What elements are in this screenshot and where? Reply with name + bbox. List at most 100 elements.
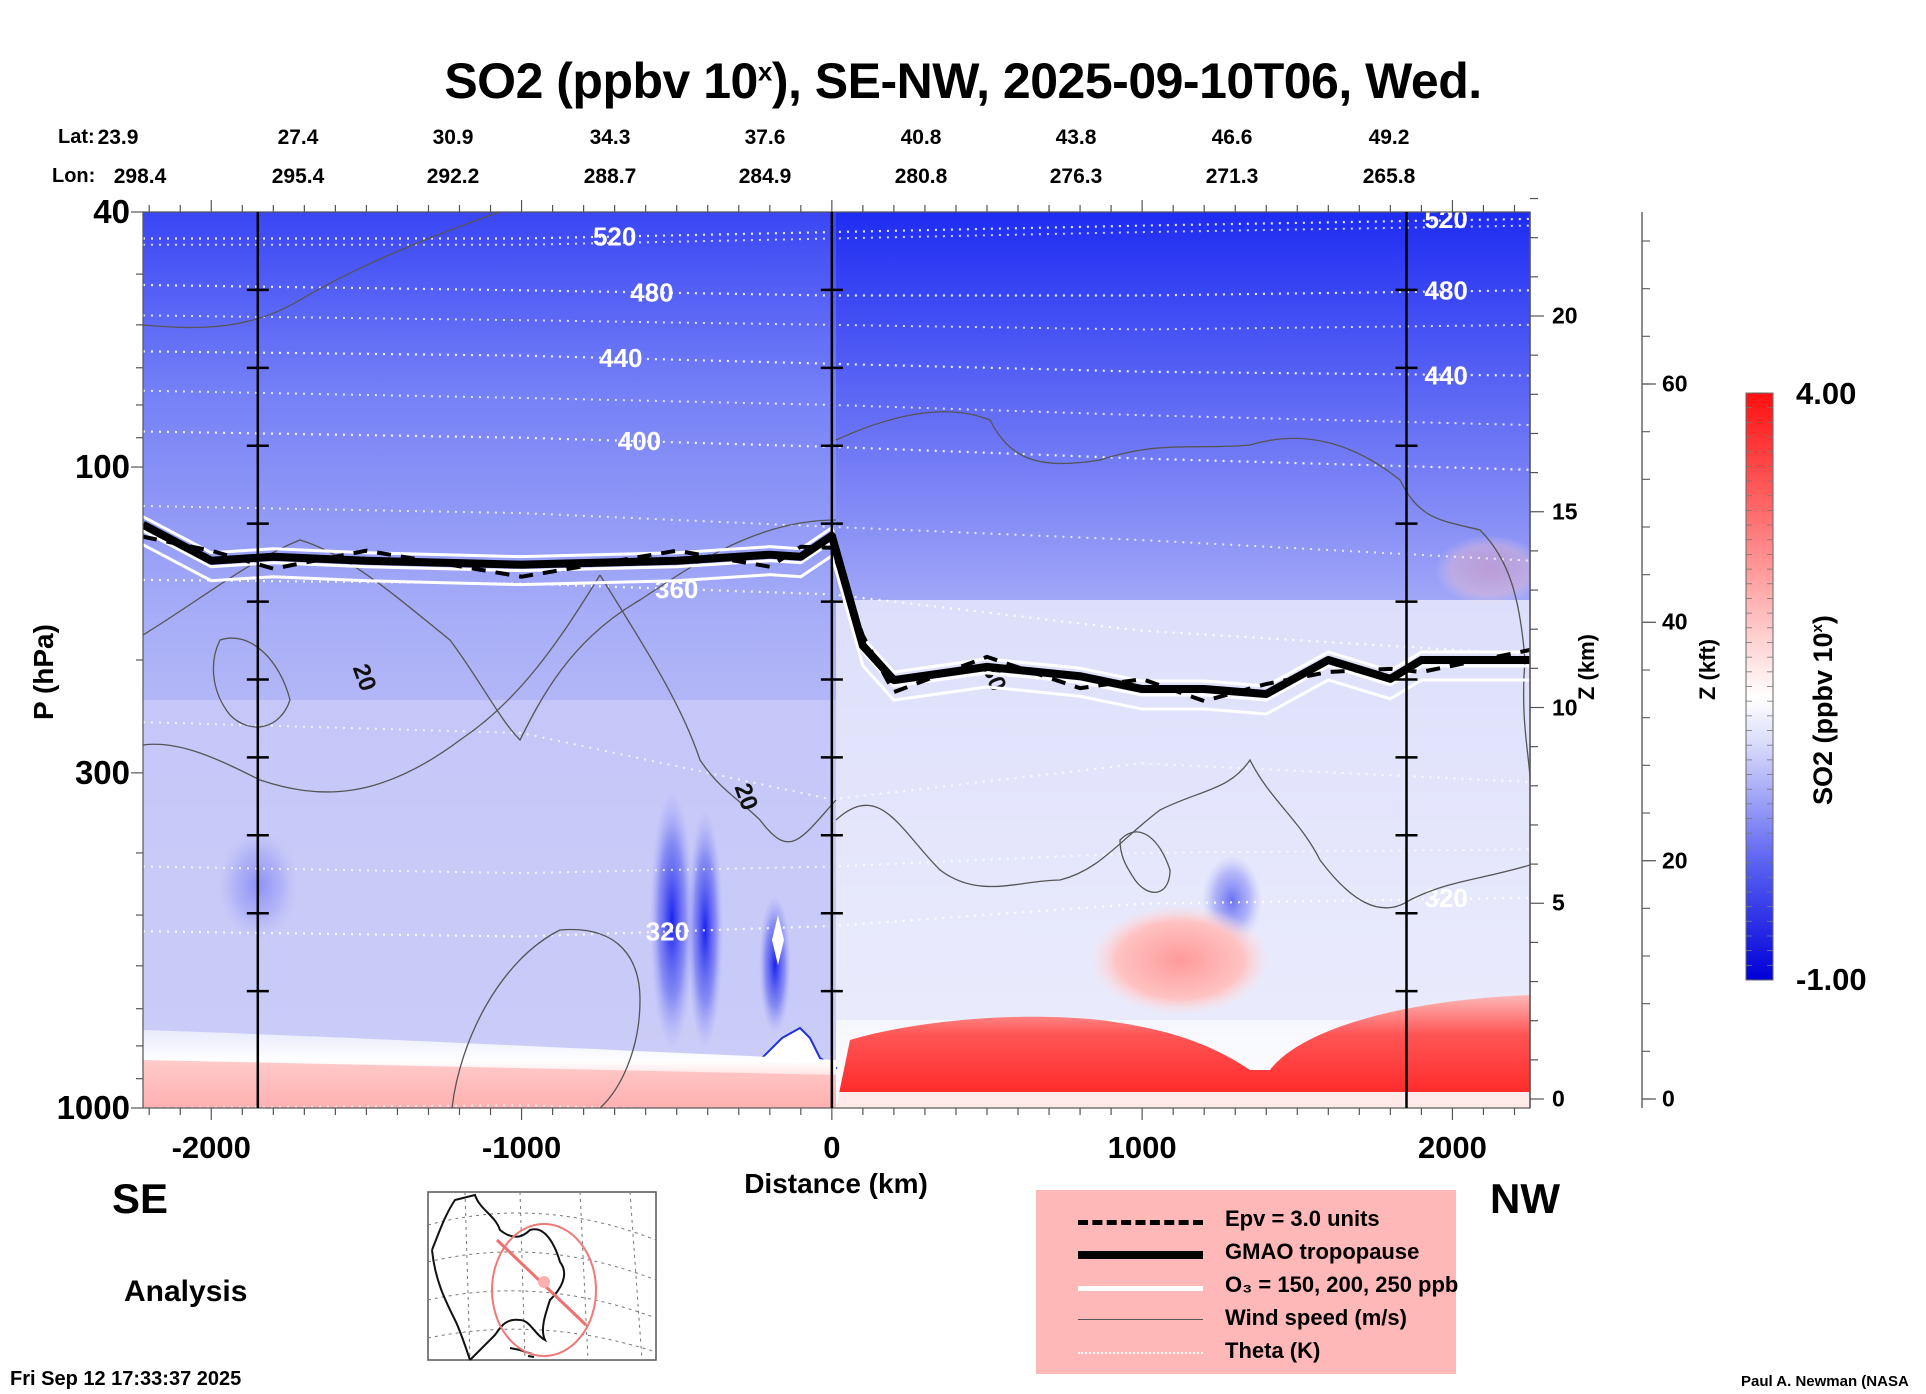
colorbar-min-label: -1.00 xyxy=(1796,962,1867,997)
wind-contour xyxy=(451,928,641,1108)
so2-low-column xyxy=(687,810,723,1050)
theta-label: 480 xyxy=(630,278,673,308)
theta-label: 520 xyxy=(1425,204,1468,234)
title-main: SO2 (ppbv 10 xyxy=(444,53,758,109)
heavy-line-icon xyxy=(1078,1251,1203,1259)
lon-value: 265.8 xyxy=(1362,165,1416,188)
z-km-tick-label: 5 xyxy=(1552,889,1565,916)
lat-value: 30.9 xyxy=(432,126,474,149)
lon-value: 292.2 xyxy=(426,165,480,188)
lat-value: 34.3 xyxy=(589,126,631,149)
vertical-reference-lines xyxy=(246,212,1418,1108)
lon-value: 280.8 xyxy=(894,165,948,188)
lon-value: 271.3 xyxy=(1205,165,1259,188)
lon-value: 288.7 xyxy=(583,165,637,188)
thin-line-icon xyxy=(1078,1319,1203,1320)
legend-item-epv: Epv = 3.0 units xyxy=(1036,1206,1456,1236)
wind-contour-closed xyxy=(1119,831,1171,893)
z-kft-title-text: Z (kft) xyxy=(1695,638,1720,700)
x-tick-label: -2000 xyxy=(171,1130,251,1165)
white-line-icon xyxy=(1078,1286,1203,1291)
lat-value: 23.9 xyxy=(97,126,139,149)
legend-label: GMAO tropopause xyxy=(1225,1239,1420,1264)
dotted-line-icon xyxy=(1078,1352,1203,1354)
lon-value: 284.9 xyxy=(738,165,792,188)
lon-label: Lon: xyxy=(52,165,96,187)
theta-label: 320 xyxy=(646,917,689,947)
colorbar-title: SO2 (ppbv 10x) xyxy=(1808,615,1839,805)
theta-label: 440 xyxy=(599,343,642,373)
location-map-inset xyxy=(427,1191,657,1361)
ozone-contours xyxy=(143,515,1530,716)
legend-label: O₃ = 150, 200, 250 ppb xyxy=(1225,1272,1459,1297)
wind-contour-closed xyxy=(212,637,291,728)
legend-label: Epv = 3.0 units xyxy=(1225,1206,1380,1231)
z-km-tick-label: 10 xyxy=(1552,694,1578,720)
theta-label: 400 xyxy=(618,426,661,456)
theta-label: 480 xyxy=(1425,275,1468,305)
lon-value: 276.3 xyxy=(1049,165,1103,188)
z-km-tick-label: 20 xyxy=(1552,302,1578,329)
x-axis-title: Distance (km) xyxy=(744,1168,928,1199)
tropopause-line xyxy=(143,521,1530,699)
z-kft-tick-label: 40 xyxy=(1662,608,1688,635)
lat-label: Lat: xyxy=(58,126,95,148)
y-tick-label: 40 xyxy=(93,193,130,230)
so2-elevated-plume xyxy=(1090,905,1270,1015)
z-kft-axis-title: Z (kft) xyxy=(1695,639,1721,700)
z-km-tick-label: 0 xyxy=(1552,1085,1565,1112)
epv-contour xyxy=(143,534,1530,704)
colorbar-max-label: 4.00 xyxy=(1796,376,1857,411)
title-superscript: x xyxy=(757,56,772,87)
ozone-contour xyxy=(143,543,1530,716)
map-graticule xyxy=(427,1191,657,1361)
legend-label: Wind speed (m/s) xyxy=(1225,1305,1407,1330)
axis-ticks xyxy=(131,197,1544,1120)
y-tick-label: 300 xyxy=(74,753,130,791)
theta-label: 320 xyxy=(1425,883,1468,913)
credit: Paul A. Newman (NASA xyxy=(1741,1373,1909,1390)
dashed-line-icon xyxy=(1078,1220,1203,1225)
ozone-contour xyxy=(143,515,1530,688)
z-km-tick-label: 15 xyxy=(1552,498,1578,525)
wind-contour xyxy=(835,411,1530,781)
x-tick-label: -1000 xyxy=(481,1130,562,1165)
x-tick-label: 0 xyxy=(823,1130,841,1165)
analysis-label: Analysis xyxy=(124,1275,248,1308)
lat-value: 43.8 xyxy=(1055,126,1097,149)
y-tick-label: 100 xyxy=(74,448,130,486)
z-kft-ticks xyxy=(1642,240,1656,1100)
legend-item-theta: Theta (K) xyxy=(1036,1338,1456,1368)
colorbar-title-sup: x xyxy=(1809,624,1826,633)
colorbar-title-end: ) xyxy=(1808,615,1838,625)
map-coastline xyxy=(431,1193,566,1361)
so2-upper-pink xyxy=(1435,535,1530,605)
lon-value: 295.4 xyxy=(271,165,325,188)
legend-item-wind: Wind speed (m/s) xyxy=(1036,1305,1456,1335)
x-tick-label: 2000 xyxy=(1417,1130,1487,1165)
y-axis-title-text: P (hPa) xyxy=(28,624,59,720)
legend: Epv = 3.0 units GMAO tropopause O₃ = 150… xyxy=(1036,1190,1459,1374)
legend-item-ozone: O₃ = 150, 200, 250 ppb xyxy=(1036,1272,1459,1302)
z-kft-tick-label: 60 xyxy=(1662,370,1688,397)
lat-value: 46.6 xyxy=(1211,126,1253,149)
so2-boundary-layer-nw xyxy=(836,995,1530,1108)
colorbar-title-text: SO2 (ppbv 10 xyxy=(1808,632,1838,805)
map-range-circle xyxy=(491,1223,597,1357)
lat-value: 27.4 xyxy=(277,126,319,149)
title-rest: ), SE-NW, 2025-09-10T06, Wed. xyxy=(771,53,1482,109)
lat-value: 37.6 xyxy=(744,126,786,149)
map-center-marker xyxy=(538,1276,550,1288)
so2-low-column xyxy=(759,895,791,1035)
timestamp: Fri Sep 12 17:33:37 2025 xyxy=(10,1368,242,1390)
so2-surface-gap xyxy=(836,1092,1530,1108)
lon-value: 298.4 xyxy=(113,165,167,188)
wind-contour xyxy=(143,574,601,793)
wind-contour xyxy=(143,212,501,329)
colorbar-ticks xyxy=(1746,392,1773,981)
y-axis-title: P (hPa) xyxy=(28,624,60,720)
epv-contour-line xyxy=(143,534,1530,704)
theta-label: 440 xyxy=(1425,361,1468,391)
